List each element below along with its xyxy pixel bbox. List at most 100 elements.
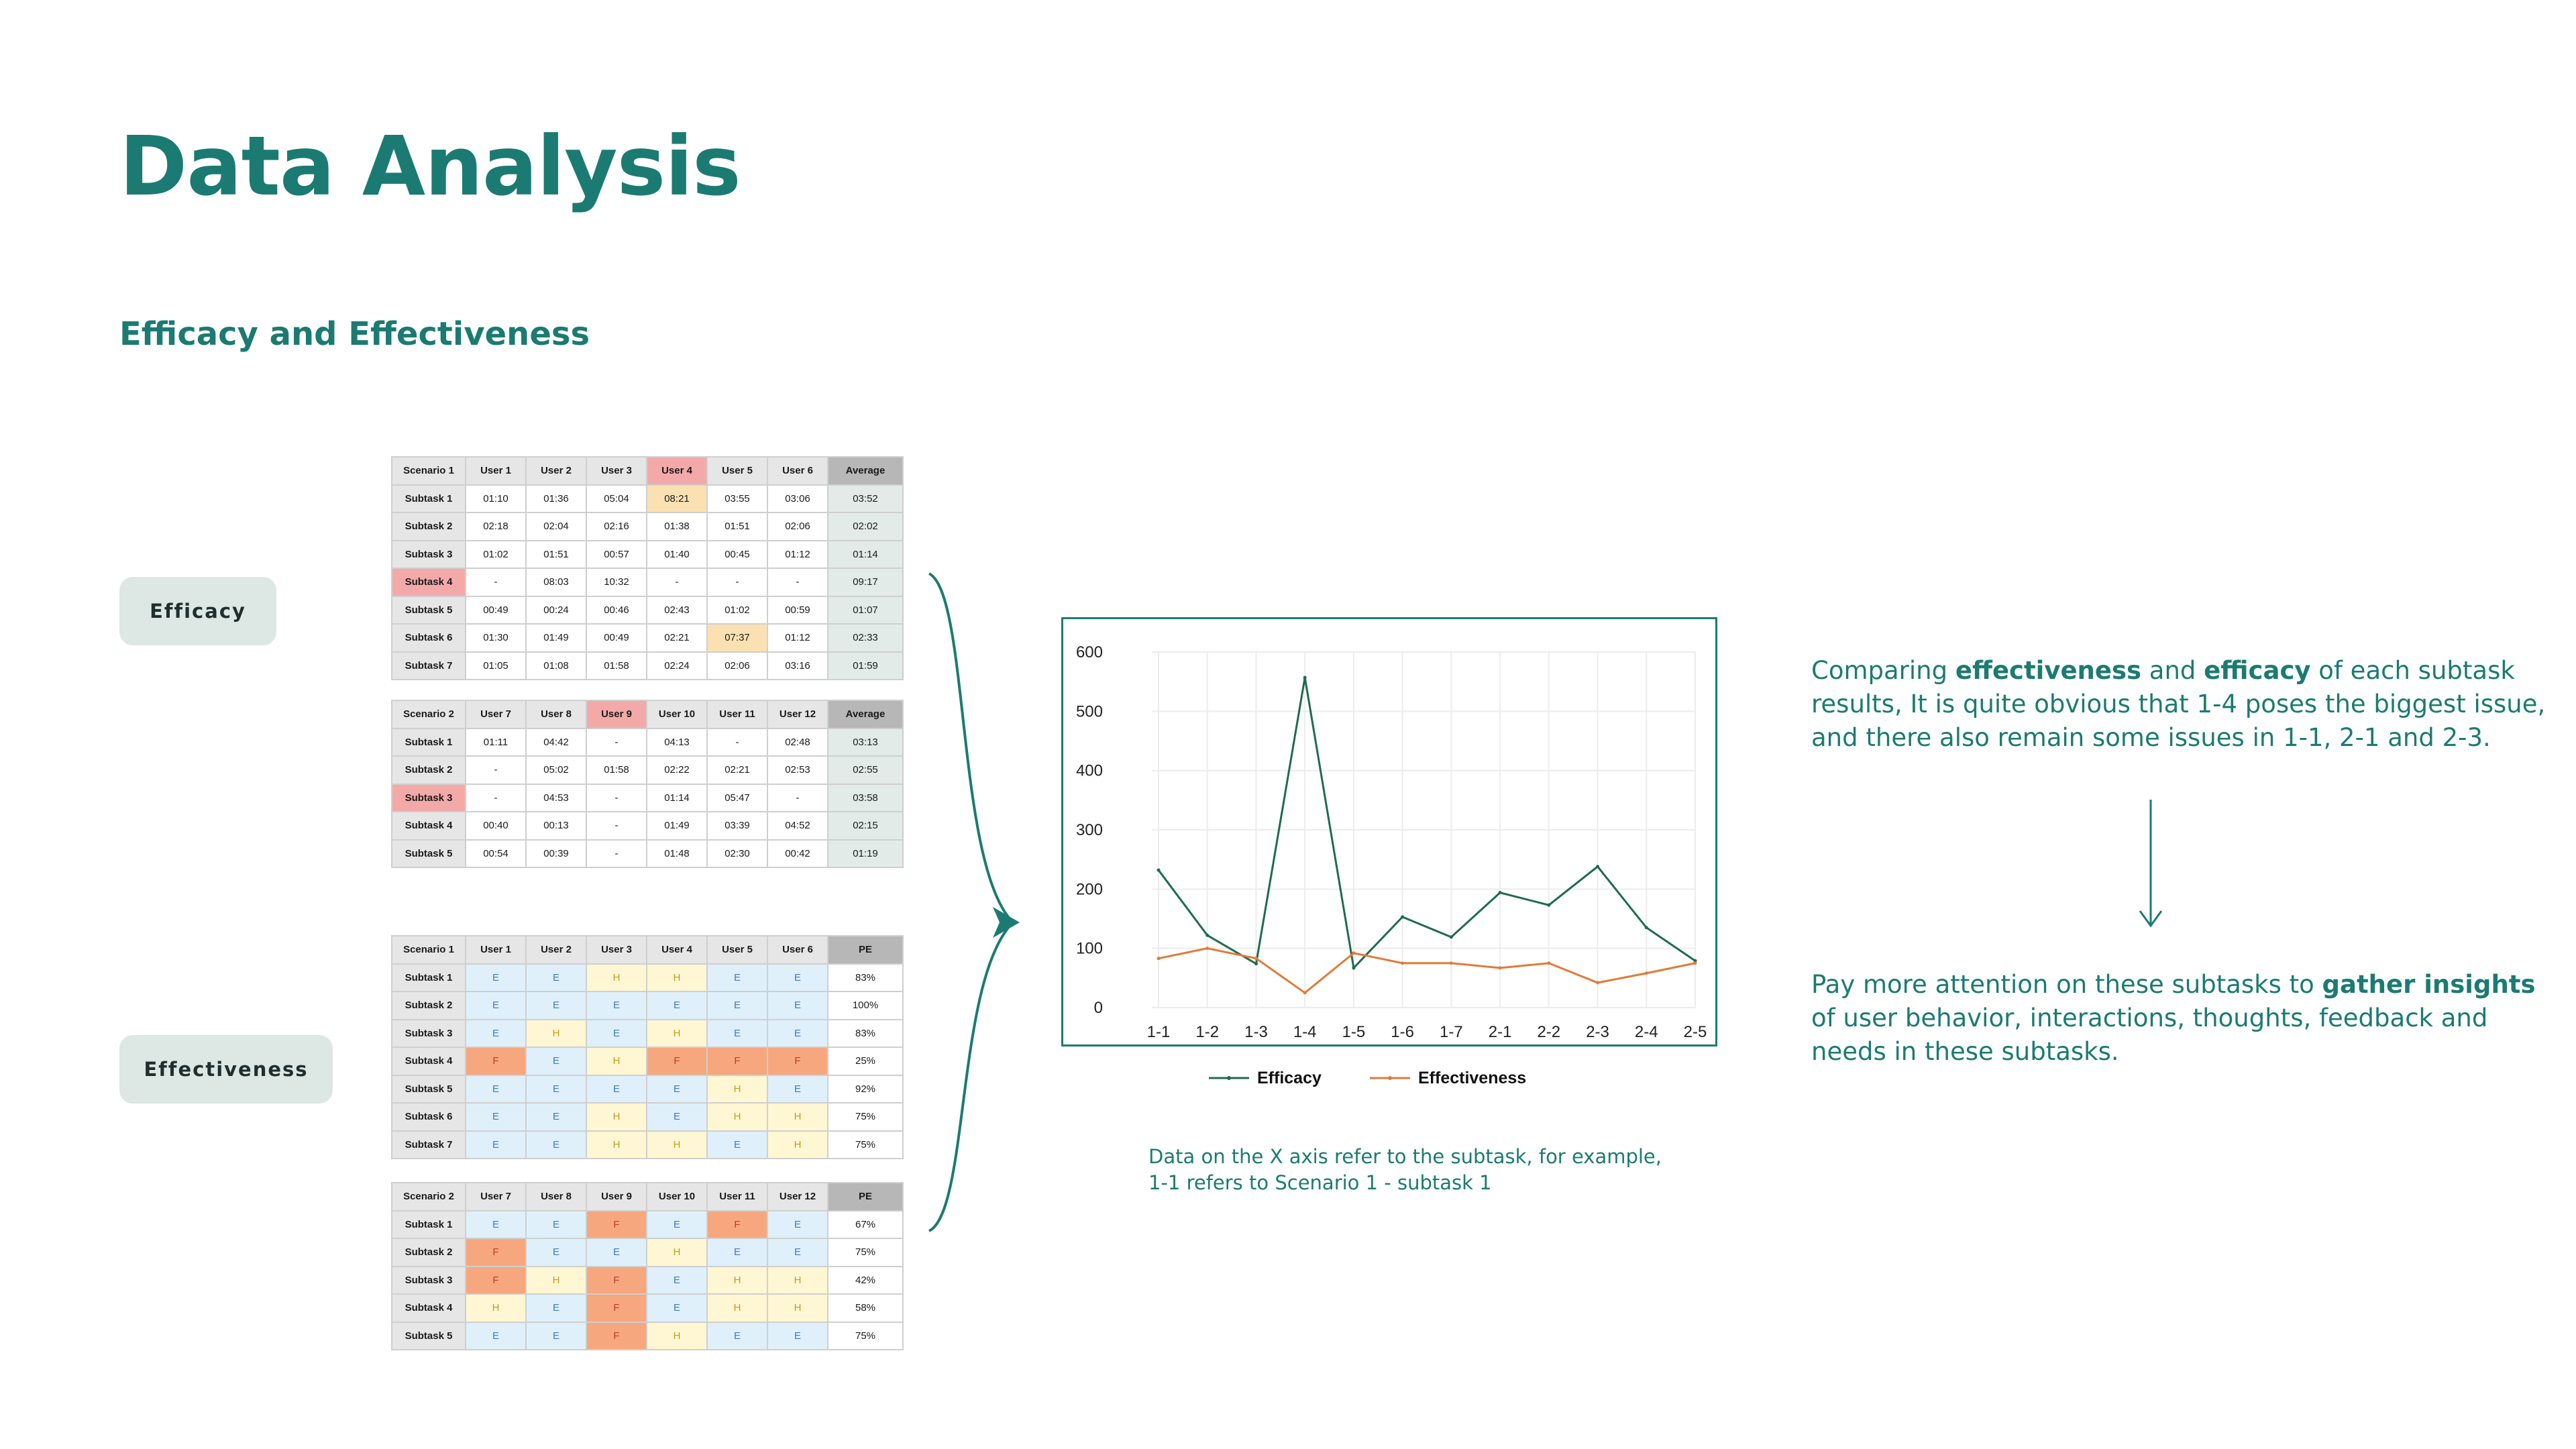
x-tick-label: 1-6 <box>1391 1023 1414 1041</box>
table-cell: E <box>706 1238 768 1267</box>
table-cell: 01:14 <box>646 783 708 812</box>
row-label-cell: Subtask 6 <box>391 623 466 653</box>
table-cell: E <box>706 991 768 1020</box>
table-cell: 01:02 <box>465 539 527 569</box>
row-label-cell: Subtask 5 <box>391 839 466 868</box>
header-cell: Average <box>827 700 904 729</box>
efficacy-label: Efficacy <box>119 577 276 645</box>
efficacy-table-1: Scenario 1 User 1 User 2 User 3 User 4 User 5… <box>391 456 904 680</box>
table-cell: 01:14 <box>827 539 904 569</box>
header-cell: PE <box>827 1182 904 1212</box>
header-cell: User 2 <box>525 456 587 486</box>
table-cell: H <box>586 1130 647 1159</box>
table-cell: E <box>706 1018 768 1048</box>
header-cell: User 9 <box>586 700 647 729</box>
row-label-cell: Subtask 4 <box>391 811 466 841</box>
table-row: Subtask 5 00:49 00:24 00:46 02:43 01:02 00:59 0… <box>391 595 904 625</box>
row-label-cell: Subtask 7 <box>391 1130 466 1159</box>
table-cell: E <box>525 1046 587 1076</box>
table-cell: E <box>525 1130 587 1159</box>
table-cell: 02:48 <box>767 727 828 757</box>
table-cell: 02:16 <box>586 512 647 541</box>
table-cell: H <box>646 963 708 992</box>
table-cell: 00:13 <box>525 811 587 841</box>
table-cell: 01:48 <box>646 839 708 868</box>
row-label-cell: Subtask 3 <box>391 783 466 812</box>
legend-label: Effectiveness <box>1418 1069 1526 1087</box>
table-cell: 01:51 <box>706 512 768 541</box>
emphasis-efficacy: efficacy <box>2204 656 2311 685</box>
table-cell: E <box>586 1018 647 1048</box>
table-cell: F <box>767 1046 828 1076</box>
bracket-arrowhead <box>993 907 1020 938</box>
table-cell: 02:43 <box>646 595 708 625</box>
table-cell: E <box>646 991 708 1020</box>
table-cell: E <box>767 1018 828 1048</box>
header-cell: User 12 <box>767 700 828 729</box>
table-cell: E <box>525 1210 587 1239</box>
table-cell: E <box>525 963 587 992</box>
table-cell: 00:57 <box>586 539 647 569</box>
x-tick-label: 2-2 <box>1537 1023 1560 1041</box>
bracket-upper-curve <box>928 572 1014 924</box>
table-cell: F <box>586 1210 647 1239</box>
table-cell: E <box>525 1238 587 1267</box>
table-cell: H <box>706 1265 768 1295</box>
table-row: Subtask 3 E H E H E E 83% <box>391 1018 904 1048</box>
table-cell: F <box>706 1210 768 1239</box>
table-cell: F <box>706 1046 768 1076</box>
header-cell: Scenario 2 <box>391 1182 466 1212</box>
data-point-efficacy <box>1157 868 1161 872</box>
x-tick-label: 1-3 <box>1244 1023 1268 1041</box>
table-cell: 100% <box>827 991 904 1020</box>
table-cell: E <box>525 1102 587 1132</box>
table-cell: H <box>586 963 647 992</box>
table-cell: E <box>646 1210 708 1239</box>
table-cell: 01:49 <box>646 811 708 841</box>
table-row: Subtask 7 01:05 01:08 01:58 02:24 02:06 03:16 0… <box>391 651 904 680</box>
header-cell: User 6 <box>767 935 828 965</box>
table-row: Subtask 4 00:40 00:13-01:49 03:39 04:52 02:15 <box>391 811 904 841</box>
x-tick-label: 2-3 <box>1586 1023 1609 1041</box>
table-row: Subtask 4 H E F E H H 58% <box>391 1293 904 1323</box>
data-point-efficacy <box>1449 935 1453 939</box>
table-cell: 05:02 <box>525 755 587 785</box>
row-label-cell: Subtask 4 <box>391 1046 466 1076</box>
table-cell: H <box>767 1265 828 1295</box>
row-label-cell: Subtask 2 <box>391 1238 466 1267</box>
header-cell: Scenario 2 <box>391 700 466 729</box>
table-cell: 02:33 <box>827 623 904 653</box>
table-cell: 02:21 <box>706 755 768 785</box>
header-cell: User 10 <box>646 700 708 729</box>
table-cell: 75% <box>827 1238 904 1267</box>
header-cell: User 4 <box>646 456 708 486</box>
data-point-effectiveness <box>1449 961 1453 965</box>
down-arrow-icon <box>2139 800 2163 928</box>
table-cell: 25% <box>827 1046 904 1076</box>
table-cell: 02:53 <box>767 755 828 785</box>
row-label-cell: Subtask 1 <box>391 484 466 513</box>
table-cell: 92% <box>827 1074 904 1104</box>
table-cell: 02:18 <box>465 512 527 541</box>
table-cell: 08:21 <box>646 484 708 513</box>
header-cell: User 11 <box>706 700 768 729</box>
bracket-arrows <box>928 572 1020 1232</box>
table-cell: 05:04 <box>586 484 647 513</box>
table-cell: F <box>465 1046 527 1076</box>
table-cell: E <box>465 1130 527 1159</box>
table-cell: 04:53 <box>525 783 587 812</box>
header-cell: User 5 <box>706 935 768 965</box>
table-cell: E <box>465 991 527 1020</box>
table-cell: - <box>465 783 527 812</box>
row-label-cell: Subtask 2 <box>391 512 466 541</box>
row-label-cell: Subtask 3 <box>391 1018 466 1048</box>
table-cell: E <box>767 963 828 992</box>
table-row: Subtask 7 E E H H E H 75% <box>391 1130 904 1159</box>
table-cell: 01:07 <box>827 595 904 625</box>
table-cell: H <box>586 1102 647 1132</box>
legend-marker <box>1388 1076 1392 1080</box>
y-tick-label: 300 <box>1076 821 1103 839</box>
data-point-effectiveness <box>1303 991 1307 995</box>
table-cell: H <box>706 1074 768 1104</box>
header-cell: User 8 <box>525 1182 587 1212</box>
